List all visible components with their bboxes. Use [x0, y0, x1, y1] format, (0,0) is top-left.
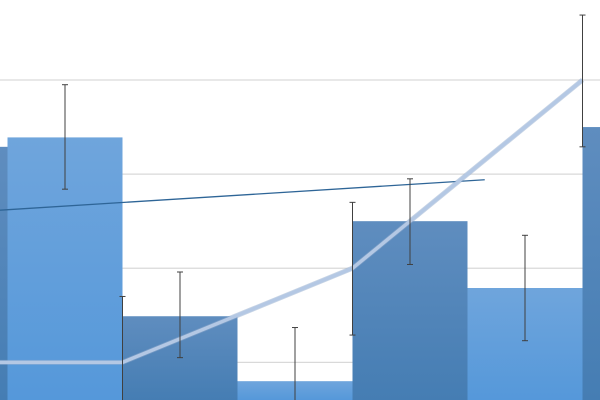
line-path	[0, 78, 584, 365]
bar	[582, 127, 600, 400]
bar-series	[0, 127, 600, 400]
trendline-group	[0, 179, 485, 211]
bar	[0, 146, 8, 400]
trendline	[0, 179, 485, 211]
error-bars	[62, 14, 586, 400]
